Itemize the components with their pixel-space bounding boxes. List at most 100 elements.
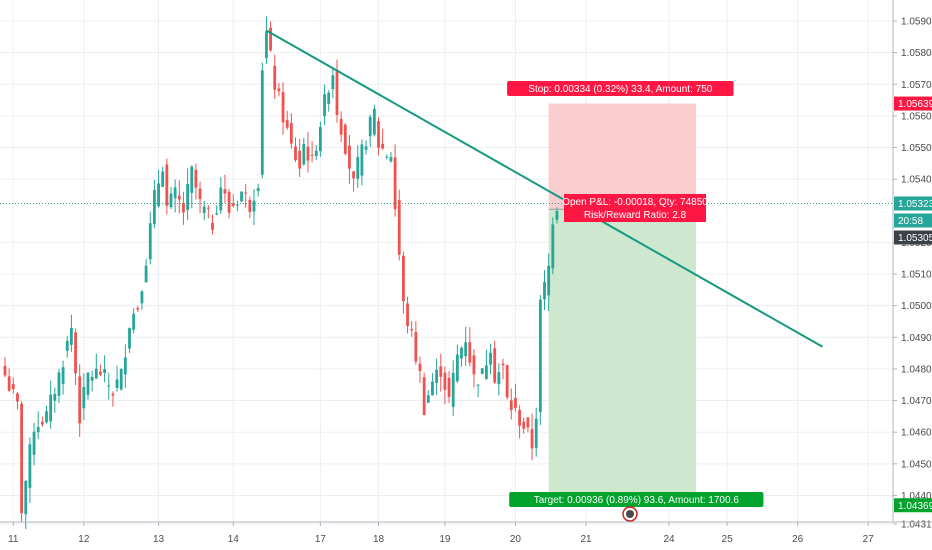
- candle-body: [169, 193, 173, 208]
- price-tick-label: 1.04310: [901, 519, 932, 530]
- price-tick-label: 1.05800: [901, 48, 932, 59]
- candle-body: [381, 143, 385, 149]
- candle-body: [294, 146, 297, 161]
- candle-body: [103, 369, 106, 373]
- stop-label-box: [507, 81, 734, 96]
- candle-body: [402, 255, 405, 302]
- candle-body: [377, 121, 380, 148]
- candle-body: [489, 352, 492, 365]
- candle-body: [99, 371, 102, 375]
- candle-body: [543, 281, 546, 300]
- candle-body: [227, 191, 231, 213]
- candle-body: [343, 124, 347, 154]
- candle-body: [11, 384, 15, 390]
- candle-body: [360, 144, 364, 176]
- candle-body: [368, 116, 372, 137]
- time-tick-label: 20: [510, 534, 522, 545]
- candle-body: [57, 372, 61, 396]
- candle-body: [364, 146, 368, 150]
- candle-body: [534, 418, 538, 448]
- trendline[interactable]: [265, 29, 824, 348]
- candle-body: [3, 365, 7, 376]
- candle-body: [306, 146, 310, 161]
- candle-body: [128, 328, 131, 349]
- candle-body: [281, 92, 285, 123]
- candle-body: [298, 150, 302, 169]
- candle-body: [389, 157, 393, 162]
- candle-body: [285, 120, 289, 128]
- candle-body: [460, 347, 463, 359]
- candle-body: [165, 164, 169, 206]
- candle-body: [468, 342, 472, 363]
- candle-body: [198, 188, 202, 200]
- candle-body: [240, 191, 243, 202]
- candle-body: [310, 154, 314, 156]
- target-label-box: [509, 492, 764, 507]
- candle-body: [455, 354, 459, 382]
- candle-body: [65, 340, 69, 351]
- candle-body: [231, 203, 235, 207]
- candle-body: [94, 368, 98, 379]
- candle-body: [49, 394, 53, 422]
- candle-body: [90, 376, 94, 381]
- candle-body: [28, 444, 32, 488]
- price-axis[interactable]: 1.05900 1.05800 1.05700 1.05600 1.05500 1.054…: [892, 0, 932, 530]
- price-tick-label: 1.05500: [901, 143, 932, 154]
- current-price-badge-box: [894, 196, 932, 211]
- candle-body: [173, 187, 177, 199]
- target-price-badge-box: [894, 498, 932, 513]
- candle-body: [182, 202, 185, 213]
- time-tick-label: 26: [792, 534, 804, 545]
- target-zone: [548, 209, 696, 506]
- candle-body: [219, 187, 223, 211]
- stop-label: Stop: 0.00334 (0.32%) 33.4, Amount: 750: [507, 81, 734, 96]
- candle-body: [190, 166, 194, 193]
- overlay-lines: [0, 29, 893, 348]
- stop-label-text: Stop: 0.00334 (0.32%) 33.4, Amount: 750: [528, 84, 712, 95]
- candle-body: [211, 222, 214, 230]
- candle-body: [397, 200, 401, 255]
- current-price-badge-text: 1.05323: [898, 199, 932, 210]
- time-axis[interactable]: 11 12 13 14 17 18 19 20 21 24 25 26 27: [0, 521, 932, 545]
- candle-body: [447, 377, 451, 397]
- candle-body: [551, 224, 555, 269]
- target-price-badge-text: 1.04369: [898, 501, 932, 512]
- price-tick-label: 1.05700: [901, 80, 932, 91]
- candle-body: [107, 385, 111, 387]
- candle-body: [148, 223, 152, 260]
- stop-zone: [548, 103, 696, 210]
- candle-body: [269, 27, 272, 51]
- time-tick-label: 14: [228, 534, 240, 545]
- price-tick-label: 1.04400: [901, 491, 932, 502]
- candle-body: [256, 188, 260, 192]
- candle-body: [236, 204, 239, 206]
- candle-body: [514, 398, 517, 409]
- candle-body: [501, 363, 505, 366]
- candle-body: [393, 157, 397, 210]
- candle-body: [385, 156, 389, 158]
- time-tick-label: 24: [663, 534, 675, 545]
- candle-body: [132, 313, 136, 330]
- entry-price-badge-text: 1.05305: [898, 233, 932, 244]
- candle-body: [538, 299, 542, 413]
- candle-body: [443, 372, 447, 390]
- candle-body: [36, 426, 40, 433]
- candle-body: [485, 365, 488, 380]
- rr-text: Risk/Reward Ratio: 2.8: [584, 210, 687, 221]
- target-price-badge: 1.04369: [894, 498, 932, 513]
- entry-price-badge: 1.05305: [894, 230, 932, 245]
- candle-body: [555, 211, 559, 220]
- event-marker-dot: [626, 510, 634, 518]
- candle-body: [476, 384, 480, 386]
- event-marker-icon[interactable]: [622, 506, 638, 522]
- candle-body: [323, 94, 326, 117]
- candle-body: [206, 207, 210, 209]
- price-tick-label: 1.04900: [901, 333, 932, 344]
- stop-price-badge: 1.05639: [894, 96, 932, 111]
- candle-body: [431, 381, 434, 396]
- price-tick-label: 1.05400: [901, 175, 932, 186]
- candle-body: [522, 421, 526, 429]
- price-tick-label: 1.04700: [901, 396, 932, 407]
